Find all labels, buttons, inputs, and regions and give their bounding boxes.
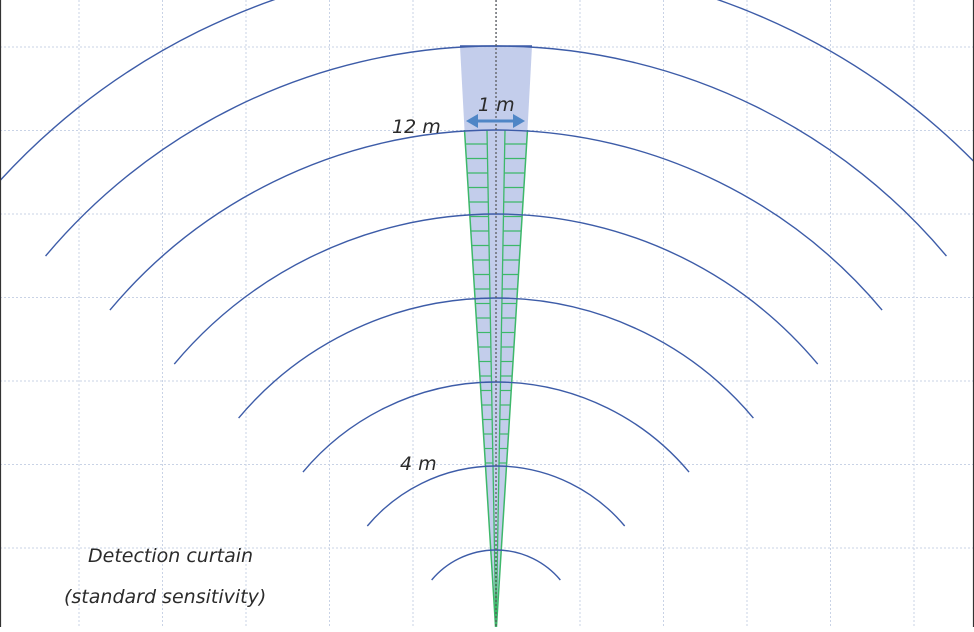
caption-line-1: Detection curtain: [88, 545, 253, 567]
range-label-near: 4 m: [400, 453, 437, 475]
beam-area: [460, 46, 532, 632]
range-arc: [302, 381, 690, 473]
range-arc: [173, 213, 819, 365]
range-arc: [45, 45, 947, 257]
width-arrow: [466, 114, 525, 128]
range-arcs: [0, 0, 974, 581]
range-label-far: 12 m: [392, 116, 441, 138]
range-arc: [238, 297, 754, 419]
width-label: 1 m: [478, 94, 515, 116]
arrow-head-left: [466, 114, 478, 128]
caption-line-2: (standard sensitivity): [64, 586, 266, 608]
range-arc: [0, 0, 974, 182]
range-arc: [366, 465, 626, 527]
range-arc: [109, 129, 883, 311]
arrow-head-right: [513, 114, 525, 128]
